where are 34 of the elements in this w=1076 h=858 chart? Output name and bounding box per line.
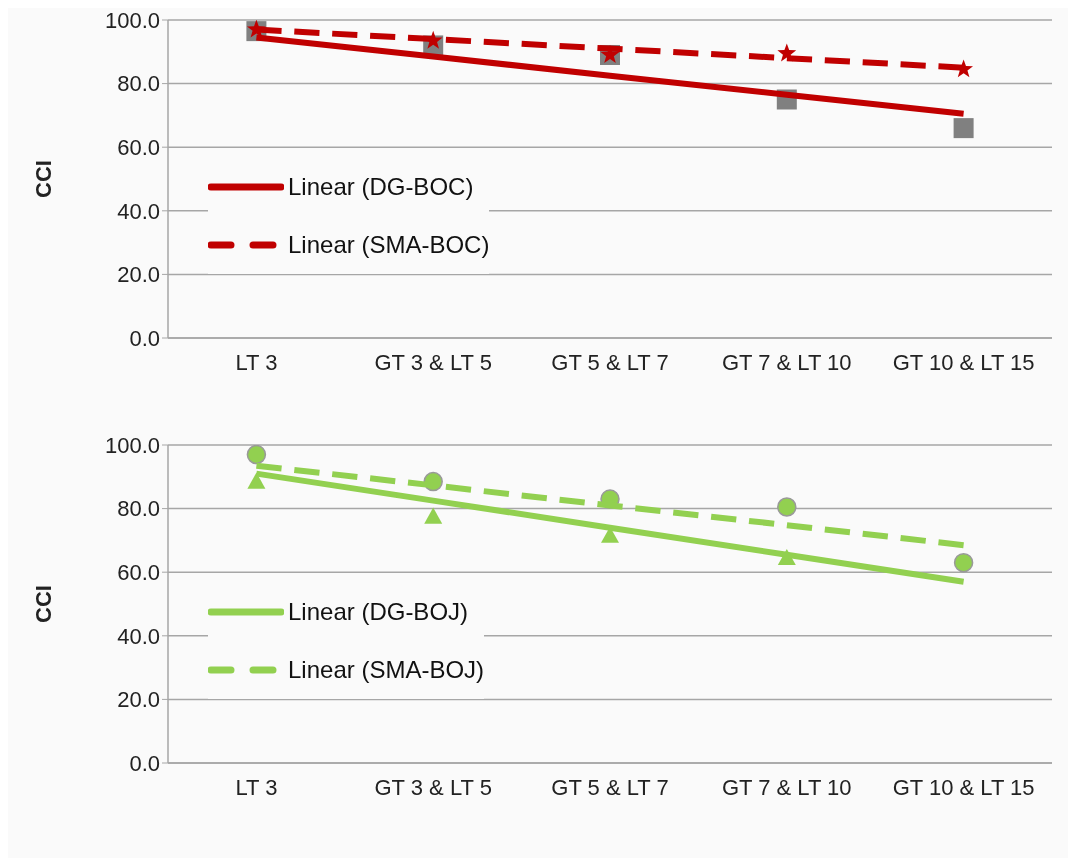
x-tick-label: GT 7 & LT 10 [721,774,852,800]
y-tick-label: 100.0 [104,7,160,33]
x-tick-label: GT 7 & LT 10 [721,349,852,375]
point [953,118,974,139]
y-tick-label: 80.0 [117,71,160,97]
point [424,507,443,524]
y-tick-label: 80.0 [117,496,160,522]
y-axis-title: CCI [30,585,56,623]
x-tick-label: GT 3 & LT 5 [374,774,492,800]
x-tick-label: GT 5 & LT 7 [551,349,669,375]
y-tick-label: 20.0 [117,262,160,288]
point [246,445,267,465]
legend-label: Linear (SMA-BOC) [288,231,490,259]
legend-label: Linear (SMA-BOJ) [288,656,485,684]
y-tick-label: 100.0 [104,432,160,458]
x-tick-label: GT 3 & LT 5 [374,349,492,375]
y-tick-label: 20.0 [117,687,160,713]
x-tick-label: GT 10 & LT 15 [892,774,1035,800]
y-tick-label: 0.0 [129,750,160,776]
y-tick-label: 60.0 [117,560,160,586]
x-tick-label: GT 5 & LT 7 [551,774,669,800]
y-tick-label: 40.0 [117,198,160,224]
y-tick-label: 60.0 [117,135,160,161]
x-tick-label: GT 10 & LT 15 [892,349,1035,375]
y-tick-label: 0.0 [129,325,160,351]
point [953,552,974,573]
legend-label: Linear (DG-BOC) [288,173,474,201]
point [247,472,266,489]
y-tick-label: 40.0 [117,623,160,649]
x-tick-label: LT 3 [235,349,278,375]
y-axis-title: CCI [30,160,56,198]
x-tick-label: LT 3 [235,774,278,800]
legend-label: Linear (DG-BOJ) [288,598,469,626]
point [777,497,797,517]
